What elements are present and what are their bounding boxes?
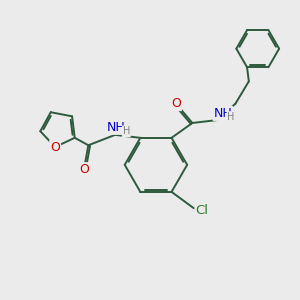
Text: NH: NH	[214, 107, 232, 120]
Text: Cl: Cl	[196, 204, 209, 217]
Text: O: O	[50, 140, 60, 154]
Text: O: O	[79, 163, 89, 176]
Text: O: O	[171, 97, 181, 110]
Text: H: H	[227, 112, 235, 122]
Text: NH: NH	[107, 121, 126, 134]
Text: H: H	[123, 126, 130, 136]
